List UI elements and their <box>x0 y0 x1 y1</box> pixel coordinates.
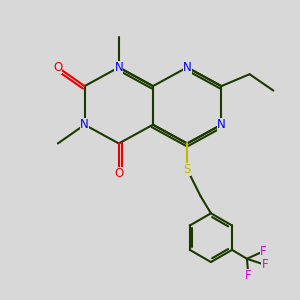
Text: F: F <box>261 258 268 271</box>
Text: F: F <box>260 245 267 258</box>
Text: N: N <box>217 118 226 131</box>
Text: N: N <box>80 118 89 131</box>
Text: O: O <box>53 61 62 74</box>
Text: O: O <box>114 167 123 180</box>
Text: F: F <box>245 268 252 282</box>
Text: N: N <box>114 61 123 74</box>
Text: S: S <box>184 163 191 176</box>
Text: N: N <box>183 61 191 74</box>
